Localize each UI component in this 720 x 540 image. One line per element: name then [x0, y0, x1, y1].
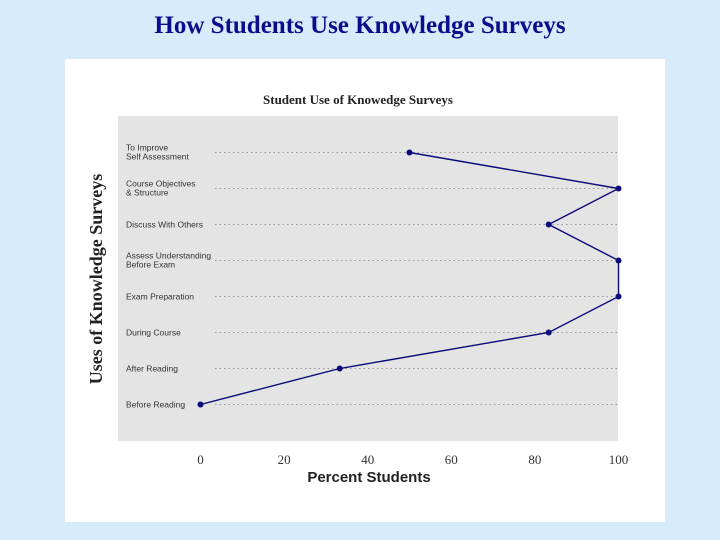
data-point [615, 257, 622, 264]
x-tick-labels: 0 20 40 60 80 100 [197, 452, 628, 467]
series-line [200, 151, 621, 406]
data-point [545, 221, 552, 228]
data-point [545, 329, 552, 336]
data-point [615, 185, 622, 192]
chart-panel: Student Use of Knowedge Surveys To Impro… [65, 59, 665, 522]
category-label: Assess Understanding Before Exam [126, 251, 211, 270]
x-tick-label: 60 [445, 452, 458, 467]
category-labels: To Improve Self Assessment Course Objectiv… [126, 143, 211, 410]
category-label: Exam Preparation [126, 292, 194, 302]
plot-area [118, 116, 618, 441]
data-point [197, 401, 204, 408]
data-point [336, 365, 343, 372]
category-label: Before Reading [126, 400, 185, 410]
x-axis-label: Percent Students [307, 469, 430, 486]
chart-title: Student Use of Knowedge Surveys [263, 92, 453, 107]
x-tick-label: 20 [278, 452, 291, 467]
series-layer [197, 149, 622, 408]
category-label: During Course [126, 328, 181, 338]
category-label: Discuss With Others [126, 220, 203, 230]
x-tick-label: 0 [197, 452, 204, 467]
data-point [615, 293, 622, 300]
x-tick-label: 80 [528, 452, 541, 467]
category-label: To Improve Self Assessment [126, 143, 189, 162]
y-axis-label: Uses of Knowledge Surveys [86, 174, 106, 385]
category-label: After Reading [126, 364, 178, 374]
x-tick-label: 40 [361, 452, 374, 467]
category-label: Course Objectives & Structure [126, 179, 195, 198]
slide-title: How Students Use Knowledge Surveys [154, 12, 566, 39]
line-chart: Student Use of Knowedge Surveys To Impro… [86, 92, 628, 486]
x-tick-label: 100 [609, 452, 629, 467]
data-point [406, 149, 413, 156]
